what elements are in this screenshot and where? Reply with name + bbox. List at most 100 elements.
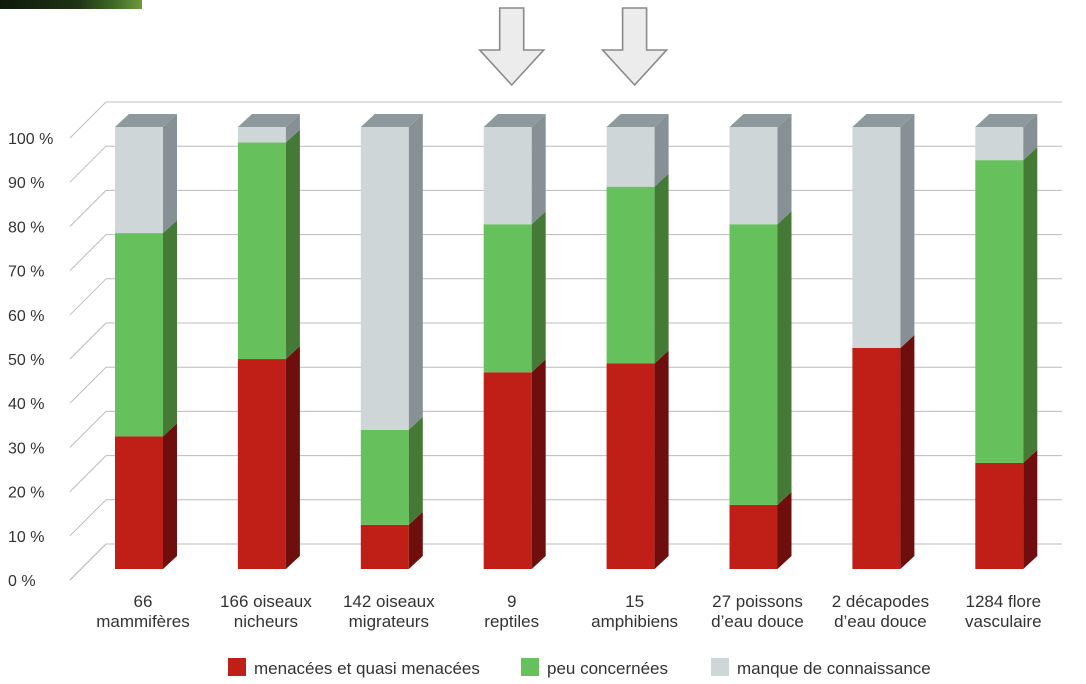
y-tick-label: 50 % (8, 352, 44, 369)
bar-segment (483, 359, 546, 569)
y-axis: 0 % 10 % 20 % 30 % 40 % 50 % 60 % 70 % 80 % 90 % 1… (8, 131, 53, 590)
grid-line-diagonal (69, 278, 107, 316)
bar-segment-front (606, 363, 655, 569)
grid-line-diagonal (69, 411, 107, 448)
bar-segment-front (852, 348, 901, 569)
x-tick-label: d’eau douce (711, 612, 804, 631)
grid-line-diagonal (69, 101, 107, 139)
bar-segment-side (777, 491, 792, 569)
y-tick-label: 80 % (8, 219, 44, 236)
bar-top (606, 114, 669, 127)
x-tick-label: 15 (625, 592, 644, 611)
bar-segment (852, 114, 915, 348)
bar-segment-front (360, 127, 409, 430)
bar-segment (360, 416, 423, 525)
bar-segment (852, 335, 915, 569)
x-tick-label: reptiles (484, 612, 539, 631)
bar-segment-side (285, 346, 300, 569)
bar-segment-side (163, 423, 177, 569)
bar-segment-side (654, 114, 669, 187)
bar-segment-side (531, 359, 546, 569)
bar-top (975, 114, 1038, 127)
bar-segment (483, 211, 546, 373)
x-tick-label: d’eau douce (834, 612, 927, 631)
bar-segment (237, 114, 300, 143)
grid-line-diagonal (69, 145, 107, 183)
bar-segment-side (408, 511, 423, 569)
x-tick-label: migrateurs (349, 612, 429, 631)
x-tick-label: amphibiens (591, 612, 678, 631)
bar-segment-front (360, 429, 409, 525)
arrow-group (477, 7, 669, 87)
bar-segment-side (163, 114, 177, 234)
forest-photo-fragment (0, 0, 142, 9)
bar-segment-side (777, 114, 792, 225)
x-tick-label: 1284 flore (965, 592, 1041, 611)
x-tick-label: mammifères (96, 612, 190, 631)
bar-segment-side (531, 211, 546, 373)
bars (115, 114, 1038, 569)
grid-line-diagonal (69, 190, 107, 227)
bar-segment-front (852, 127, 901, 348)
legend-label: peu concernées (547, 659, 668, 678)
grid-line-diagonal (69, 455, 107, 492)
bar-segment-front (729, 504, 778, 569)
x-tick-label: 142 oiseaux (343, 592, 435, 611)
bar-segment-side (777, 211, 792, 505)
bar-segment-front (729, 127, 778, 225)
bar-segment-side (1023, 114, 1038, 161)
bar-segment-front (237, 359, 286, 569)
bar-segment-front (975, 462, 1024, 569)
floor-line (69, 543, 107, 581)
bar-segment-front (483, 372, 532, 569)
y-tick-label: 60 % (8, 308, 44, 325)
legend-swatch (228, 658, 246, 676)
bar-segment (115, 423, 177, 569)
bar-segment-side (408, 416, 423, 525)
bar-segment (729, 114, 792, 225)
bar-segment-front (115, 127, 163, 234)
bar-top (729, 114, 792, 127)
bar-segment (360, 114, 423, 430)
grid-line-diagonal (69, 366, 107, 404)
down-arrow-icon (477, 7, 546, 87)
bar-segment (975, 114, 1038, 161)
down-arrow-icon (600, 7, 669, 87)
y-tick-label: 100 % (8, 131, 53, 148)
bar-segment-front (483, 224, 532, 373)
bar-top (360, 114, 423, 127)
bar-top (852, 114, 915, 127)
y-tick-label: 0 % (8, 573, 36, 590)
bar-segment (729, 491, 792, 569)
bar-segment (360, 511, 423, 569)
bar-segment-side (654, 350, 669, 569)
y-tick-label: 40 % (8, 396, 44, 413)
legend: menacées et quasi menacées peu concernées… (228, 658, 931, 678)
bar-segment-side (531, 114, 546, 225)
bar-segment (483, 114, 546, 225)
bar-segment (115, 114, 177, 234)
bar-segment-side (900, 335, 915, 569)
bar-segment-front (606, 127, 655, 187)
x-tick-label: 2 décapodes (832, 592, 929, 611)
legend-label: manque de connaissance (737, 659, 931, 678)
grid-line-diagonal (69, 234, 107, 271)
y-tick-label: 20 % (8, 485, 44, 502)
bar-segment-side (900, 114, 915, 348)
bar-segment-front (237, 142, 286, 360)
y-tick-label: 10 % (8, 529, 44, 546)
y-tick-label: 70 % (8, 264, 44, 281)
bar-segment (115, 220, 177, 437)
bar-segment (237, 346, 300, 569)
legend-label: menacées et quasi menacées (254, 659, 480, 678)
y-tick-label: 30 % (8, 440, 44, 457)
bar-segment (237, 129, 300, 360)
x-tick-label: nicheurs (234, 612, 298, 631)
grid-line-diagonal (69, 499, 107, 537)
bar-segment-side (408, 114, 423, 430)
bar-segment-side (163, 220, 177, 437)
legend-swatch (521, 658, 539, 676)
bar-segment-side (285, 129, 300, 360)
